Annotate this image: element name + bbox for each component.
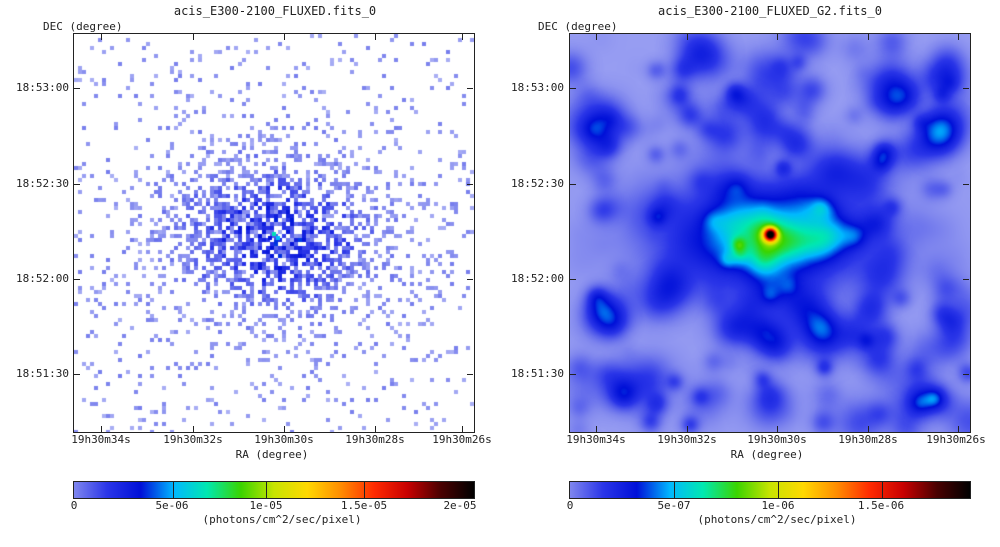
left-flux-image[interactable] bbox=[74, 34, 474, 432]
right-x-tickmark bbox=[868, 34, 869, 40]
right-colorbar-tick bbox=[882, 482, 883, 498]
right-panel-title: acis_E300-2100_FLUXED_G2.fits_0 bbox=[658, 4, 882, 18]
left-x-tickmark bbox=[284, 34, 285, 40]
right-dec-tick: 18:52:00 bbox=[511, 272, 564, 285]
left-x-tickmark bbox=[462, 426, 463, 432]
left-colorbar-tick bbox=[364, 482, 365, 498]
left-y-tickmark bbox=[467, 184, 473, 185]
right-ra-axis-label: RA (degree) bbox=[730, 448, 804, 461]
left-colorbar-label: 0 bbox=[70, 499, 78, 512]
left-y-tickmark bbox=[74, 279, 80, 280]
right-x-tickmark bbox=[777, 426, 778, 432]
left-colorbar-tick bbox=[173, 482, 174, 498]
left-x-tickmark bbox=[101, 34, 102, 40]
right-y-tickmark bbox=[570, 374, 576, 375]
right-colorbar bbox=[569, 481, 971, 499]
left-x-tickmark bbox=[462, 34, 463, 40]
right-ra-tick: 19h30m28s bbox=[838, 433, 898, 446]
right-colorbar-label: 1.5e-06 bbox=[857, 499, 905, 512]
left-dec-tick: 18:53:00 bbox=[16, 81, 69, 94]
left-x-tickmark bbox=[375, 34, 376, 40]
right-ra-tick: 19h30m32s bbox=[657, 433, 717, 446]
right-colorbar-tick bbox=[778, 482, 779, 498]
left-colorbar-label: 5e-06 bbox=[155, 499, 189, 512]
right-y-tickmark bbox=[570, 88, 576, 89]
right-y-tickmark bbox=[570, 279, 576, 280]
right-x-tickmark bbox=[596, 34, 597, 40]
right-dec-tick: 18:51:30 bbox=[511, 367, 564, 380]
left-x-tickmark bbox=[284, 426, 285, 432]
right-colorbar-label: 5e-07 bbox=[657, 499, 691, 512]
left-dec-tick: 18:51:30 bbox=[16, 367, 69, 380]
right-y-tickmark bbox=[963, 279, 969, 280]
right-ra-tick: 19h30m26s bbox=[926, 433, 986, 446]
right-ra-tick: 19h30m30s bbox=[747, 433, 807, 446]
left-ra-tick: 19h30m32s bbox=[163, 433, 223, 446]
left-dec-tick: 18:52:30 bbox=[16, 177, 69, 190]
left-x-tickmark bbox=[101, 426, 102, 432]
right-colorbar-label: 1e-06 bbox=[761, 499, 795, 512]
left-y-tickmark bbox=[74, 88, 80, 89]
left-ra-tick: 19h30m34s bbox=[71, 433, 131, 446]
right-y-tickmark bbox=[570, 184, 576, 185]
right-ra-tick: 19h30m34s bbox=[566, 433, 626, 446]
right-x-tickmark bbox=[596, 426, 597, 432]
left-colorbar bbox=[73, 481, 475, 499]
left-x-tickmark bbox=[193, 34, 194, 40]
left-y-tickmark bbox=[74, 374, 80, 375]
left-colorbar-tick bbox=[266, 482, 267, 498]
left-colorbar-label: 2e-05 bbox=[443, 499, 477, 512]
left-x-tickmark bbox=[375, 426, 376, 432]
right-x-tickmark bbox=[958, 34, 959, 40]
left-x-tickmark bbox=[193, 426, 194, 432]
right-colorbar-unit: (photons/cm^2/sec/pixel) bbox=[697, 513, 857, 526]
right-smoothed-image[interactable] bbox=[570, 34, 970, 432]
left-ra-tick: 19h30m26s bbox=[432, 433, 492, 446]
right-x-tickmark bbox=[687, 426, 688, 432]
left-colorbar-unit: (photons/cm^2/sec/pixel) bbox=[202, 513, 362, 526]
left-ra-tick: 19h30m28s bbox=[345, 433, 405, 446]
left-ra-axis-label: RA (degree) bbox=[235, 448, 309, 461]
right-dec-tick: 18:53:00 bbox=[511, 81, 564, 94]
right-y-tickmark bbox=[963, 88, 969, 89]
left-panel-title: acis_E300-2100_FLUXED.fits_0 bbox=[173, 4, 377, 18]
left-colorbar-label: 1.5e-05 bbox=[340, 499, 388, 512]
left-y-tickmark bbox=[74, 184, 80, 185]
left-y-tickmark bbox=[467, 88, 473, 89]
left-dec-tick: 18:52:00 bbox=[16, 272, 69, 285]
left-image-canvas-frame[interactable] bbox=[73, 33, 475, 433]
right-x-tickmark bbox=[868, 426, 869, 432]
right-dec-tick: 18:52:30 bbox=[511, 177, 564, 190]
right-y-tickmark bbox=[963, 184, 969, 185]
right-x-tickmark bbox=[777, 34, 778, 40]
left-dec-axis-label: DEC (degree) bbox=[43, 20, 123, 33]
right-colorbar-label: 0 bbox=[566, 499, 574, 512]
left-y-tickmark bbox=[467, 374, 473, 375]
right-x-tickmark bbox=[687, 34, 688, 40]
right-y-tickmark bbox=[963, 374, 969, 375]
right-dec-axis-label: DEC (degree) bbox=[538, 20, 618, 33]
right-image-canvas-frame[interactable] bbox=[569, 33, 971, 433]
left-y-tickmark bbox=[467, 279, 473, 280]
left-colorbar-label: 1e-05 bbox=[249, 499, 283, 512]
left-ra-tick: 19h30m30s bbox=[254, 433, 314, 446]
right-colorbar-tick bbox=[674, 482, 675, 498]
right-x-tickmark bbox=[958, 426, 959, 432]
